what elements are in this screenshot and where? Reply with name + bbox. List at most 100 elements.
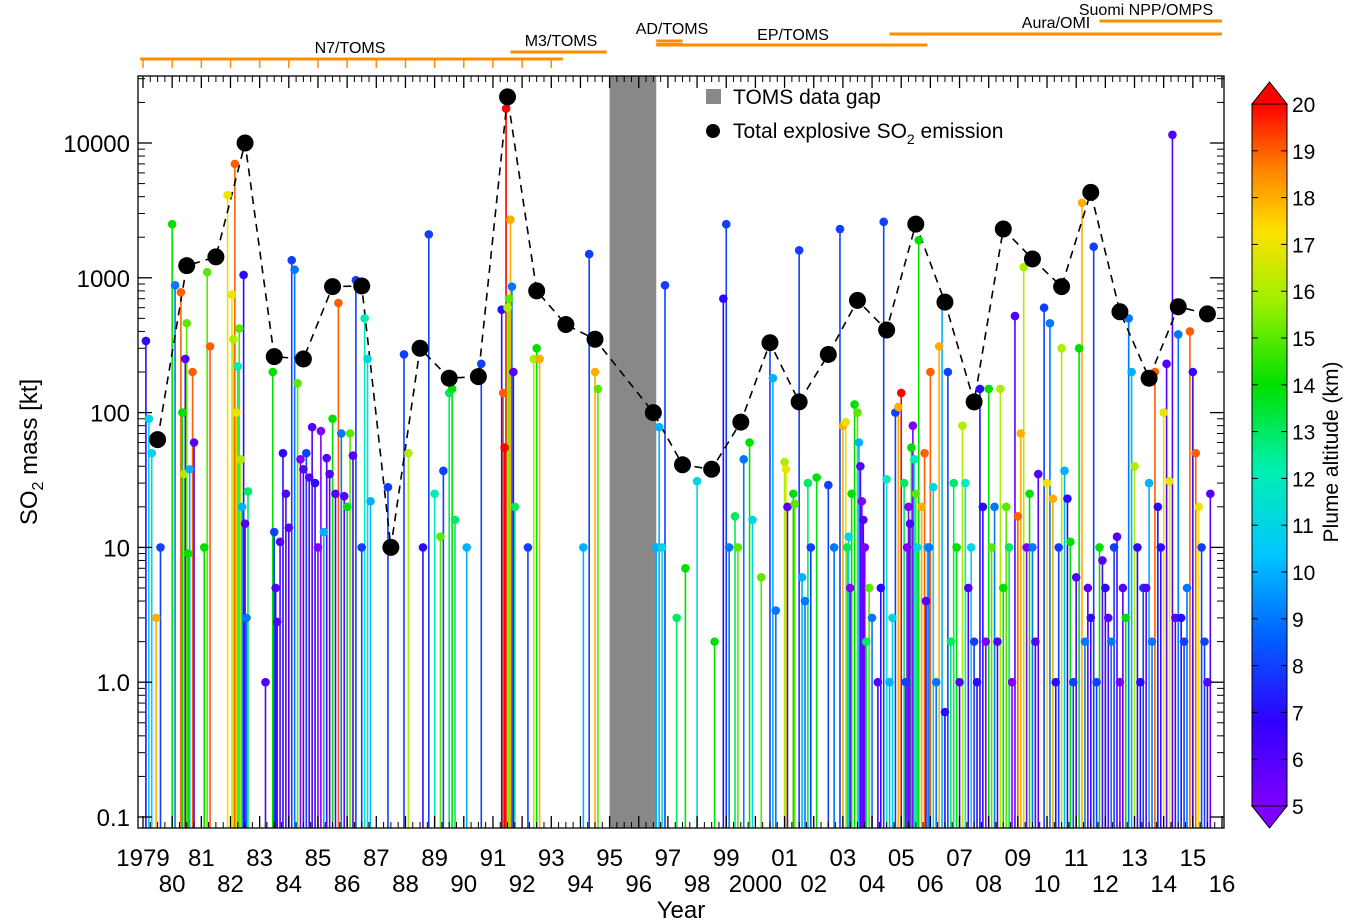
eruption-point	[681, 563, 690, 573]
eruption-point	[232, 408, 241, 417]
eruption-point	[1144, 478, 1154, 488]
y-tick-label: 10000	[63, 131, 130, 158]
eruption-point	[924, 543, 934, 552]
eruption-point	[1109, 543, 1119, 552]
eruption-point	[853, 408, 862, 417]
instrument-label: Suomi NPP/OMPS	[1079, 2, 1213, 19]
eruption-point	[721, 219, 731, 229]
eruption-point	[926, 367, 935, 377]
total-emission-point	[761, 334, 779, 352]
eruption-point	[882, 475, 891, 484]
eruption-point	[654, 422, 664, 432]
eruption-point	[1033, 469, 1043, 479]
eruption-point	[975, 384, 985, 394]
x-tick-label: 84	[275, 871, 302, 898]
eruption-point	[946, 637, 956, 646]
eruption-point	[972, 677, 982, 687]
eruption-point	[949, 478, 959, 488]
total-emission-point	[411, 339, 429, 357]
eruption-point	[1156, 543, 1166, 552]
total-emission-point	[674, 456, 691, 474]
eruption-point	[1066, 537, 1075, 547]
eruption-point	[888, 613, 897, 623]
eruption-point	[237, 502, 247, 512]
eruption-point	[879, 217, 889, 227]
eruption-point	[1168, 130, 1177, 140]
eruption-point	[901, 677, 910, 687]
eruption-point	[1115, 677, 1125, 687]
eruption-point	[1089, 242, 1098, 252]
eruption-point	[268, 367, 278, 377]
eruption-point	[934, 342, 944, 351]
eruption-point	[1045, 318, 1055, 328]
colorbar-gradient	[1251, 103, 1288, 807]
colorbar-tick-label: 7	[1292, 702, 1304, 725]
eruption-point	[579, 543, 588, 552]
x-tick-label: 94	[567, 871, 594, 898]
eruption-point	[366, 496, 375, 506]
total-emission-point	[790, 393, 808, 411]
eruption-point	[908, 421, 918, 430]
eruption-point	[523, 543, 533, 552]
eruption-point	[912, 543, 922, 552]
y-tick-label: 1000	[77, 266, 130, 293]
eruption-point	[179, 469, 189, 479]
eruption-point	[275, 537, 285, 547]
eruption-point	[223, 190, 232, 200]
eruption-point	[806, 543, 816, 552]
x-tick-label: 92	[509, 871, 536, 898]
eruption-point	[1048, 494, 1058, 503]
eruption-point	[1042, 478, 1052, 488]
eruption-point	[1127, 367, 1136, 377]
eruption-point	[1203, 677, 1212, 687]
eruption-point	[1185, 327, 1195, 336]
instrument-label: M3/TOMS	[525, 33, 598, 50]
y-tick-label: 100	[90, 401, 130, 428]
eruption-point	[189, 438, 199, 447]
eruption-point	[987, 543, 996, 552]
eruption-point	[996, 384, 1005, 394]
total-emission-point	[1111, 303, 1129, 321]
eruption-point	[504, 294, 514, 303]
eruption-point	[360, 314, 369, 323]
eruption-points	[141, 104, 1215, 717]
eruption-point	[584, 249, 594, 259]
eruption-point	[242, 613, 251, 623]
eruption-point	[331, 489, 340, 499]
eruption-point	[710, 637, 719, 646]
legend: TOMS data gap Total explosive SO2 emissi…	[706, 86, 1003, 147]
total-emission-point	[178, 257, 196, 275]
eruption-point	[1106, 637, 1116, 646]
legend-total-label: Total explosive SO2 emission	[733, 120, 1003, 147]
eruption-point	[1001, 502, 1011, 512]
eruption-point	[345, 429, 355, 438]
eruption-point	[958, 421, 967, 430]
plot-area	[141, 76, 1216, 828]
eruption-point	[1007, 677, 1017, 687]
instrument-timeline: N7/TOMS M3/TOMS AD/TOMS EP/TOMS Aura/OMISuom…	[140, 2, 1222, 68]
eruption-point	[1004, 543, 1014, 552]
eruption-point	[342, 502, 352, 512]
eruption-point	[921, 596, 931, 606]
eruption-point	[1197, 543, 1206, 552]
eruption-point	[963, 583, 973, 593]
eruption-point	[1165, 476, 1174, 486]
x-tick-label: 97	[655, 845, 682, 872]
eruption-point	[185, 464, 194, 474]
eruption-point	[931, 677, 941, 687]
colorbar-tick-label: 20	[1292, 94, 1315, 117]
eruption-point	[170, 280, 180, 290]
colorbar-tick-label: 19	[1292, 141, 1315, 164]
eruption-point	[841, 417, 851, 427]
eruption-point	[293, 378, 302, 388]
x-tick-label: 14	[1150, 871, 1177, 898]
eruption-point	[183, 549, 193, 558]
eruption-point	[724, 543, 734, 552]
eruption-point	[500, 443, 509, 452]
eruption-point	[1176, 613, 1186, 623]
x-tick-label: 87	[363, 845, 390, 872]
eruption-point	[144, 414, 154, 424]
eruption-point	[1162, 359, 1171, 369]
x-tick-label: 82	[217, 871, 244, 898]
eruption-point	[328, 414, 337, 424]
